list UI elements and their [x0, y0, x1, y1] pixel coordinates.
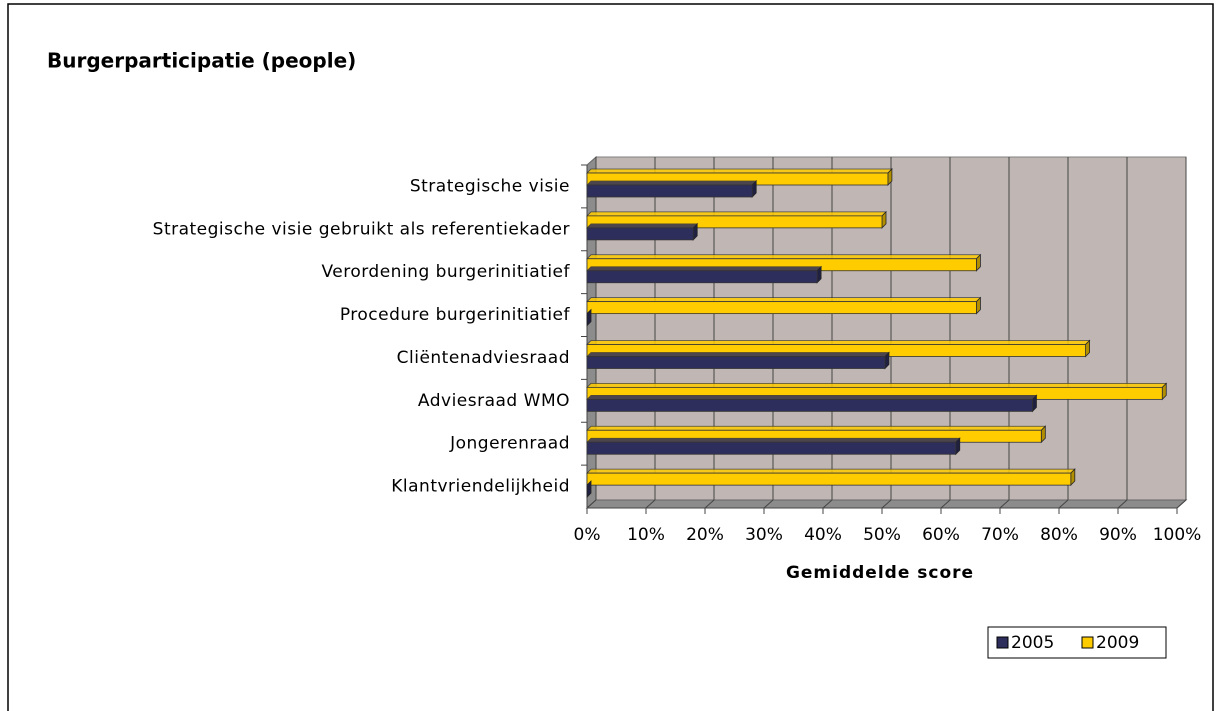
- y-tick-label: Procedure burgerinitiatief: [340, 305, 571, 325]
- bar-top: [586, 437, 961, 443]
- floor-grid-line: [1176, 499, 1187, 509]
- floor-grid-line: [1117, 499, 1128, 509]
- floor-grid-line: [940, 499, 951, 509]
- frame: [7, 3, 1214, 711]
- bar: [586, 441, 957, 455]
- bar-top: [586, 223, 699, 229]
- x-tick-label: 100%: [1153, 525, 1202, 545]
- legend-label: 2009: [1096, 633, 1139, 653]
- y-tick-label: Strategische visie: [410, 176, 570, 196]
- bar-top: [586, 211, 887, 217]
- bar: [586, 356, 886, 369]
- x-tick-label: 60%: [922, 525, 960, 545]
- floor-grid-line: [999, 499, 1010, 509]
- floor-grid-line: [881, 499, 892, 509]
- x-tick-label: 40%: [804, 525, 842, 545]
- legend-label: 2005: [1011, 633, 1054, 653]
- chart-title: Burgerparticipatie (people): [47, 49, 356, 73]
- floor-grid-line: [704, 499, 715, 509]
- bar: [586, 301, 977, 315]
- bar: [586, 270, 818, 284]
- x-axis-label: Gemiddelde score: [786, 563, 974, 583]
- floor-grid-line: [645, 499, 656, 509]
- x-tick-label: 10%: [627, 525, 665, 545]
- bar-top: [586, 266, 823, 272]
- x-tick-label: 30%: [745, 525, 783, 545]
- floor-grid-line: [1058, 499, 1069, 509]
- x-tick-label: 80%: [1040, 525, 1078, 545]
- bar-top: [586, 340, 1091, 345]
- legend-swatch: [996, 636, 1009, 649]
- y-tick-label: Klantvriendelijkheid: [391, 477, 570, 497]
- bar-top: [586, 394, 1038, 400]
- floor-grid-line: [586, 499, 597, 509]
- bar-top: [586, 352, 890, 357]
- x-tick-label: 50%: [863, 525, 901, 545]
- bar-top: [586, 180, 758, 186]
- y-tick-label: Jongerenraad: [449, 434, 570, 454]
- bar-top: [586, 168, 893, 174]
- x-tick-label: 90%: [1099, 525, 1137, 545]
- x-tick-label: 70%: [981, 525, 1019, 545]
- bar-top: [586, 297, 982, 303]
- bar: [586, 472, 1072, 486]
- bar-top: [586, 254, 982, 260]
- y-tick-label: Verordening burgerinitiatief: [321, 262, 570, 282]
- y-tick-label: Strategische visie gebruikt als referent…: [153, 219, 570, 239]
- bar-top: [586, 425, 1047, 431]
- bar-end: [586, 308, 592, 327]
- floor-grid-line: [822, 499, 833, 509]
- side-wall: [586, 155, 597, 510]
- bar: [586, 227, 694, 241]
- x-tick-label: 20%: [686, 525, 724, 545]
- x-tick-label: 0%: [574, 525, 601, 545]
- bar-top: [586, 382, 1168, 388]
- legend-swatch: [1081, 636, 1094, 649]
- y-tick-label: Adviesraad WMO: [418, 391, 570, 411]
- legend-box: [987, 626, 1167, 659]
- y-tick-label: Cliëntenadviesraad: [397, 348, 570, 368]
- bar-top: [586, 468, 1076, 474]
- bar-end: [586, 480, 592, 499]
- floor-grid-line: [763, 499, 774, 509]
- bar: [586, 184, 753, 198]
- bar: [586, 398, 1033, 412]
